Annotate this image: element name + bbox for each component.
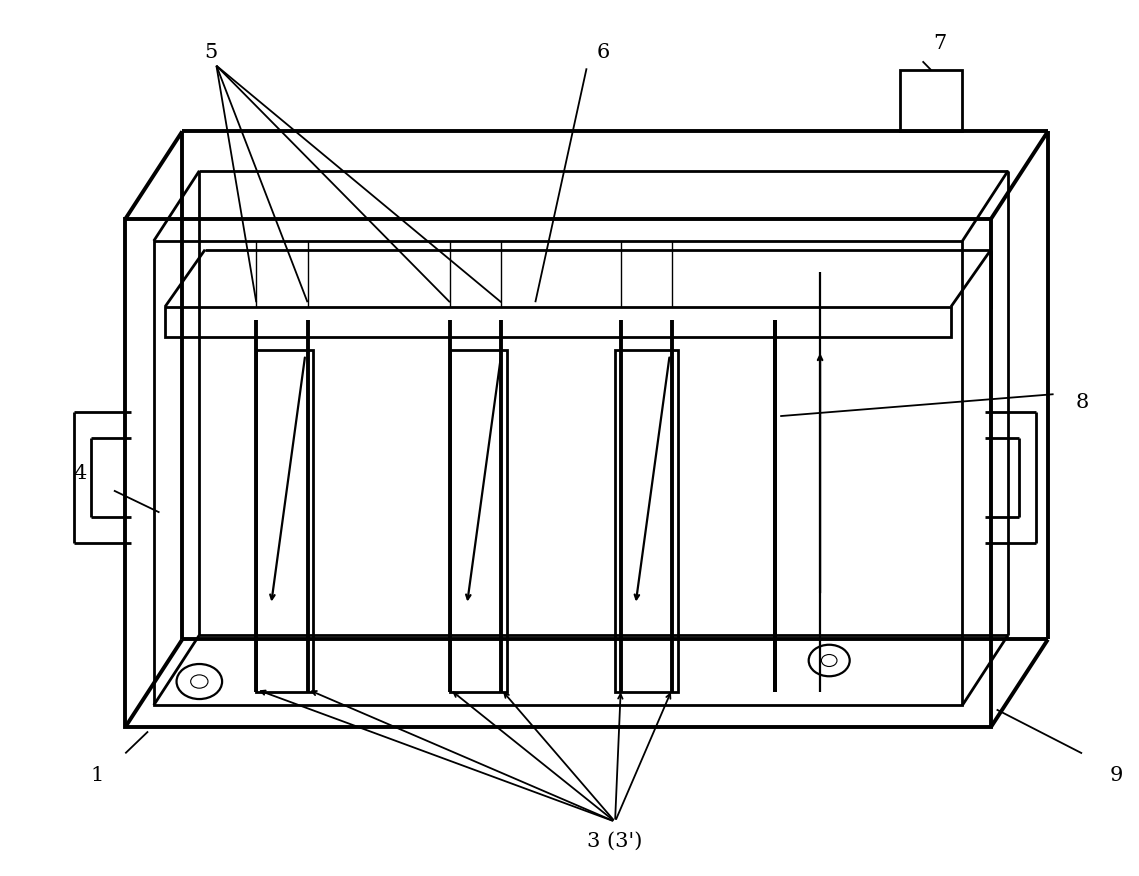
Text: 5: 5 [204, 43, 218, 62]
Bar [165, 307, 951, 337]
Text: 6: 6 [597, 43, 611, 62]
Text: 3 (3'): 3 (3') [588, 831, 642, 851]
Bar [125, 219, 991, 727]
Text: 9: 9 [1109, 766, 1123, 785]
Bar [900, 70, 962, 131]
Bar [450, 350, 507, 692]
Text: 4: 4 [73, 463, 87, 483]
Text: 7: 7 [933, 34, 947, 53]
Bar [256, 350, 313, 692]
Bar [615, 350, 678, 692]
Text: 8: 8 [1075, 393, 1089, 413]
Text: 1: 1 [90, 766, 104, 785]
Bar [154, 241, 962, 705]
